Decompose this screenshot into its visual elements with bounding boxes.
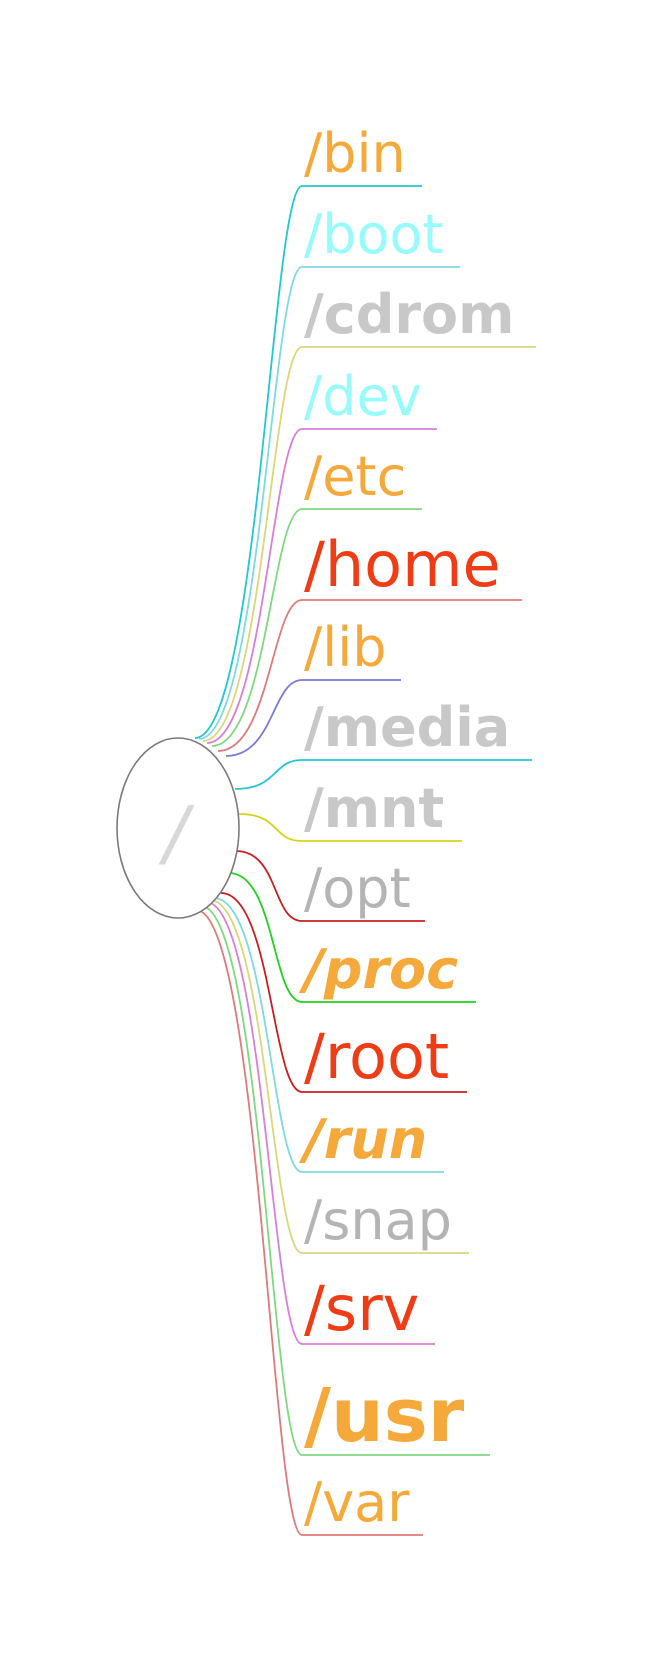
branch-connector-run <box>213 897 303 1173</box>
node-label-opt: /opt <box>304 857 411 920</box>
node-label-run: /run <box>298 1108 427 1171</box>
branch-lines <box>194 185 536 1536</box>
node-label-dev: /dev <box>304 365 422 428</box>
branch-connector-home <box>217 599 303 752</box>
branch-connector-srv <box>205 901 303 1345</box>
branch-connector-boot <box>198 266 303 740</box>
branch-connector-etc <box>211 508 303 747</box>
branch-connector-dev <box>206 428 303 744</box>
node-label-etc: /etc <box>304 445 406 508</box>
branch-connector-bin <box>194 185 303 739</box>
node-label-boot: /boot <box>304 203 444 266</box>
node-label-snap: /snap <box>304 1189 452 1252</box>
branch-connector-mnt <box>238 813 303 842</box>
branch-connector-proc <box>228 872 303 1003</box>
branch-connector-lib <box>225 679 303 757</box>
node-label-bin: /bin <box>304 122 406 185</box>
branch-connector-snap <box>209 899 303 1254</box>
branch-labels: /bin/boot/cdrom/dev/etc/home/lib/media/m… <box>298 122 514 1534</box>
node-label-mnt: /mnt <box>304 777 444 840</box>
node-label-var: /var <box>304 1471 410 1534</box>
node-label-proc: /proc <box>298 938 458 1001</box>
branch-connector-var <box>195 909 303 1536</box>
node-label-media: /media <box>304 696 510 759</box>
node-label-srv: /srv <box>304 1272 419 1345</box>
branch-connector-media <box>234 759 303 790</box>
root-node: / <box>116 737 240 919</box>
node-label-cdrom: /cdrom <box>304 283 514 346</box>
branch-connector-usr <box>200 905 303 1456</box>
branch-connector-root <box>220 892 303 1093</box>
node-label-lib: /lib <box>304 616 386 679</box>
branch-connector-cdrom <box>202 346 303 742</box>
root-ellipse <box>116 737 240 919</box>
branch-connector-opt <box>235 850 303 922</box>
node-label-home: /home <box>304 528 501 601</box>
node-label-root: /root <box>304 1020 449 1093</box>
node-label-usr: /usr <box>304 1373 465 1459</box>
